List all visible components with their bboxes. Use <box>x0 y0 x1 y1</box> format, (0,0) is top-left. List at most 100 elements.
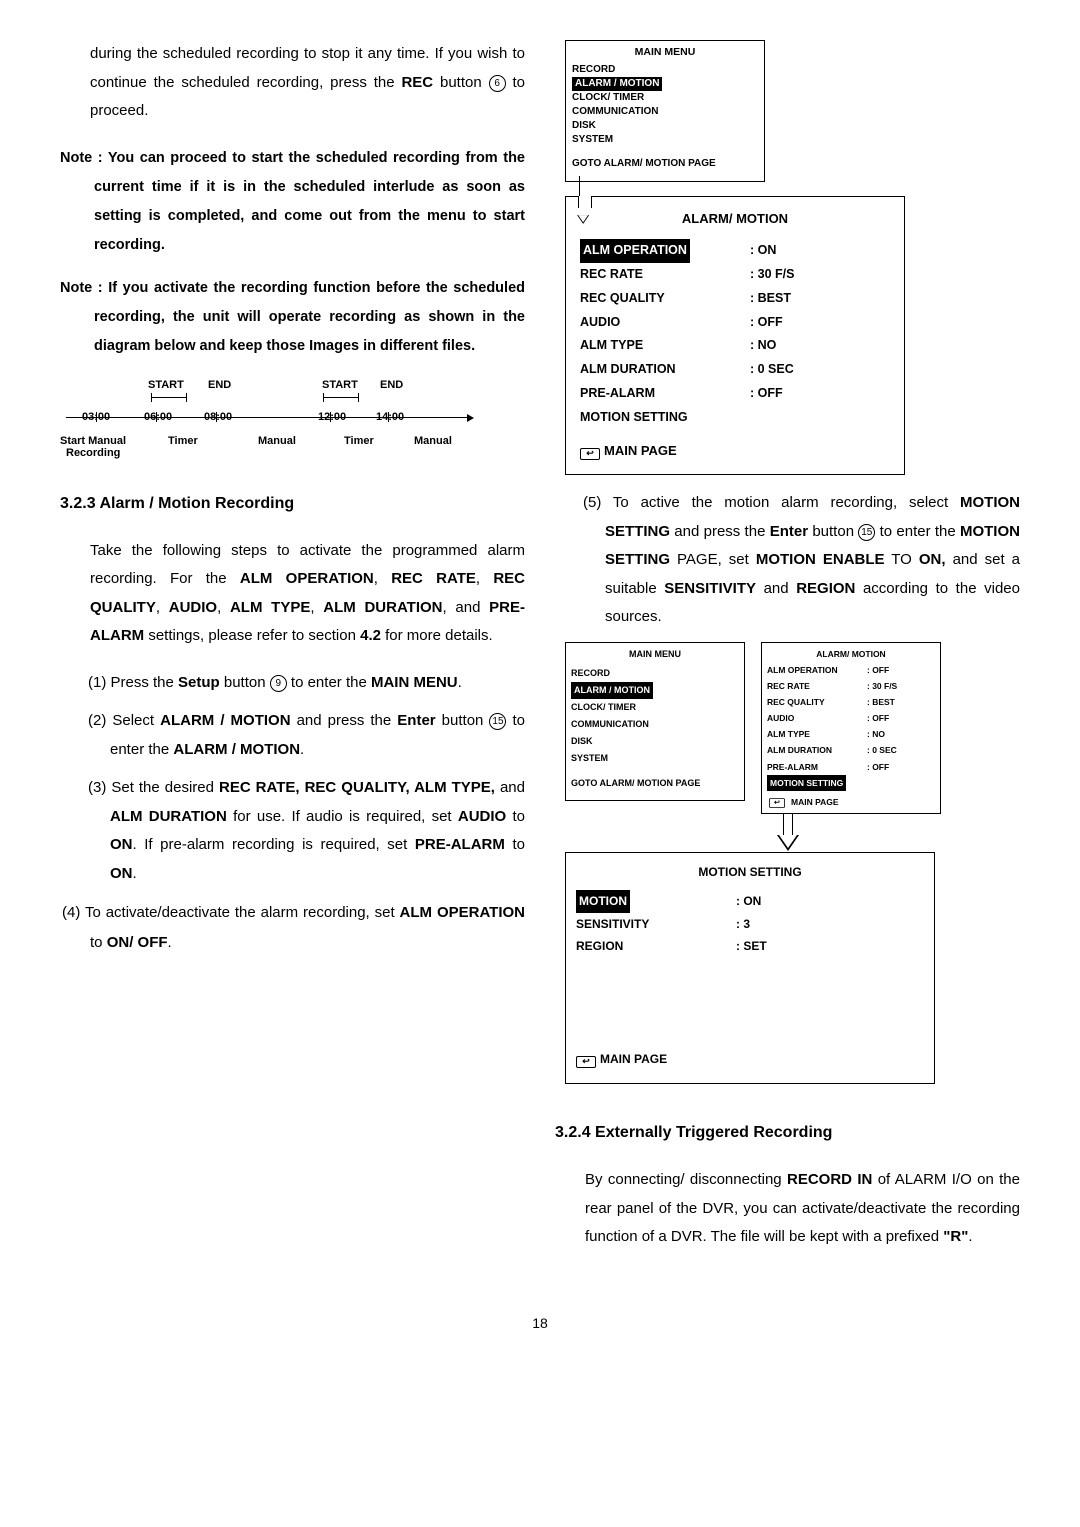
button-6-icon: 6 <box>489 75 506 92</box>
t: to enter the <box>875 523 960 540</box>
alarm-motion-panel-1: ALARM/ MOTION ALM OPERATION: ON REC RATE… <box>565 196 905 475</box>
t: and press the <box>291 712 398 729</box>
row-val: : OFF <box>867 759 889 775</box>
t: SENSITIVITY <box>664 580 756 597</box>
menu-title: MAIN MENU <box>572 45 758 60</box>
main-page-label: MAIN PAGE <box>791 797 839 807</box>
t: ON/ OFF <box>107 934 168 951</box>
row-key: REC RATE <box>767 678 867 694</box>
t: . <box>168 934 172 951</box>
row-val: : 3 <box>736 913 750 936</box>
panel-title: ALARM/ MOTION <box>580 207 890 232</box>
t: REC RATE <box>391 570 476 587</box>
t: ALM OPERATION <box>400 904 525 921</box>
note-2: Note : If you activate the recording fun… <box>60 274 525 361</box>
step-2: (2) Select ALARM / MOTION and press the … <box>60 707 525 764</box>
t: button <box>808 523 858 540</box>
panel-title: ALARM/ MOTION <box>767 646 935 662</box>
t: for more details. <box>381 627 493 644</box>
menu-item-highlight: ALARM / MOTION <box>572 77 662 91</box>
t: Setup <box>178 674 220 691</box>
t: (2) Select <box>88 712 160 729</box>
t: Enter <box>770 523 808 540</box>
tl-end: END <box>208 375 231 396</box>
external-paragraph: By connecting/ disconnecting RECORD IN o… <box>555 1166 1020 1252</box>
menu-item-highlight: ALARM / MOTION <box>571 682 653 699</box>
t: to enter the <box>287 674 371 691</box>
return-icon: ↩ <box>580 448 600 460</box>
menu-goto: GOTO ALARM/ MOTION PAGE <box>571 775 739 792</box>
arrow-down <box>555 813 1020 853</box>
row-val: : NO <box>867 726 885 742</box>
t: , <box>217 599 230 616</box>
row-val: : SET <box>736 935 767 958</box>
row-key: ALM DURATION <box>767 742 867 758</box>
t: . <box>133 865 137 882</box>
return-icon: ↩ <box>576 1056 596 1068</box>
button-15-icon: 15 <box>858 524 875 541</box>
small-menus-row: MAIN MENU RECORD ALARM / MOTION CLOCK/ T… <box>565 642 1020 814</box>
t: ON, <box>919 551 946 568</box>
tl-start2: START <box>322 375 358 396</box>
t: button <box>220 674 270 691</box>
text: button <box>433 74 488 91</box>
row-val: : 30 F/S <box>750 263 794 287</box>
t: ALARM / MOTION <box>160 712 290 729</box>
row-val: : 30 F/S <box>867 678 897 694</box>
row-key: ALM DURATION <box>580 358 750 382</box>
heading-alarm-motion: 3.2.3 Alarm / Motion Recording <box>60 489 525 519</box>
main-menu-1: MAIN MENU RECORD ALARM / MOTION CLOCK/ T… <box>565 40 765 182</box>
panel-title: MOTION SETTING <box>576 861 924 884</box>
row-key-hl: MOTION SETTING <box>767 775 846 791</box>
tl-start: START <box>148 375 184 396</box>
menu-item: COMMUNICATION <box>571 716 739 733</box>
t: to <box>505 836 525 853</box>
button-15-icon: 15 <box>489 713 506 730</box>
t: . If pre-alarm recording is required, se… <box>133 836 415 853</box>
row-key-hl: MOTION <box>576 890 630 913</box>
t: and <box>756 580 796 597</box>
row-val: : NO <box>750 334 776 358</box>
t: REGION <box>796 580 855 597</box>
t: MOTION ENABLE <box>756 551 885 568</box>
row-key: MOTION SETTING <box>580 406 750 430</box>
row-key: ALM TYPE <box>767 726 867 742</box>
t: , <box>310 599 323 616</box>
alarm-intro: Take the following steps to activate the… <box>60 537 525 651</box>
t: ALM DURATION <box>110 808 227 825</box>
main-menu-2: MAIN MENU RECORD ALARM / MOTION CLOCK/ T… <box>565 642 745 802</box>
connector-1 <box>555 182 755 196</box>
menu-item: SYSTEM <box>572 133 758 147</box>
menu-item: CLOCK/ TIMER <box>572 91 758 105</box>
intro-paragraph: during the scheduled recording to stop i… <box>60 40 525 126</box>
step-5: (5) To active the motion alarm recording… <box>555 489 1020 632</box>
menu-item: COMMUNICATION <box>572 105 758 119</box>
button-9-icon: 9 <box>270 675 287 692</box>
t: 4.2 <box>360 627 381 644</box>
row-val: : 0 SEC <box>867 742 897 758</box>
row-val: : ON <box>750 239 776 263</box>
m4: Timer <box>344 431 374 452</box>
t: PAGE, set <box>670 551 756 568</box>
t: (3) Set the desired <box>88 779 219 796</box>
t: , <box>374 570 391 587</box>
row-key: REC QUALITY <box>580 287 750 311</box>
row-val: : BEST <box>750 287 791 311</box>
row-key: ALM OPERATION <box>767 662 867 678</box>
t: . <box>300 741 304 758</box>
menu-item: DISK <box>571 733 739 750</box>
row-key: REC QUALITY <box>767 694 867 710</box>
step-1: (1) Press the Setup button 9 to enter th… <box>60 669 525 698</box>
row-val: : OFF <box>867 710 889 726</box>
t: Enter <box>397 712 435 729</box>
t: ALARM / MOTION <box>173 741 300 758</box>
t: PRE-ALARM <box>415 836 505 853</box>
t: , <box>156 599 169 616</box>
menu-title: MAIN MENU <box>571 646 739 663</box>
m1b: Recording <box>66 443 120 464</box>
menu-item: SYSTEM <box>571 750 739 767</box>
rec-label: REC <box>401 74 433 91</box>
menu-item: RECORD <box>572 63 758 77</box>
t: ALM DURATION <box>323 599 442 616</box>
t: . <box>458 674 462 691</box>
